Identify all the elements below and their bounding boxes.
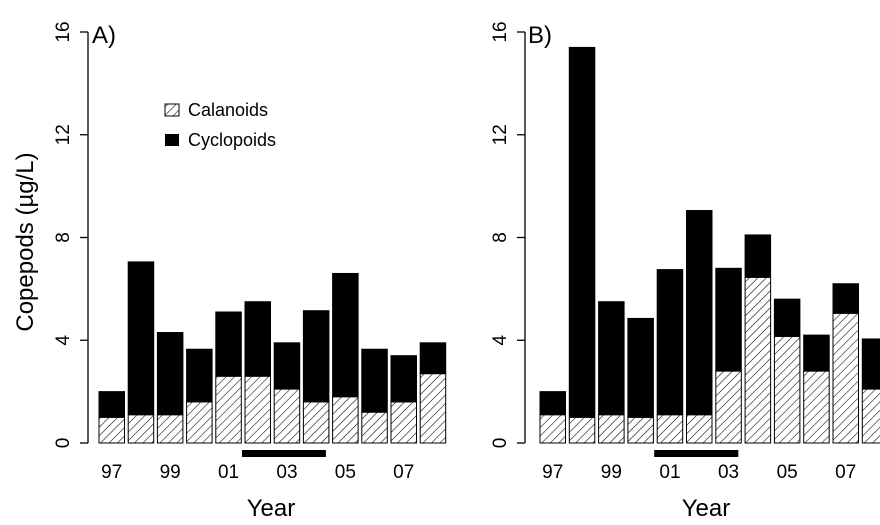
bar-cyclopoids-01: [656, 269, 684, 416]
legend-swatch-calanoids: [164, 103, 180, 117]
bar-cyclopoids-04: [744, 234, 772, 278]
y-tick-label: 4: [53, 335, 74, 346]
period-bar: [654, 450, 739, 457]
bar-calanoids-99: [598, 414, 625, 444]
bar-calanoids-00: [186, 401, 213, 444]
bar-calanoids-00: [627, 416, 654, 444]
bar-calanoids-01: [215, 375, 242, 444]
x-tick-label: 05: [335, 462, 356, 483]
bar-calanoids-08: [419, 373, 447, 444]
y-axis-ticks: 0 4 8 12 16: [490, 21, 525, 448]
bar-calanoids-98: [127, 414, 155, 444]
bar-cyclopoids-04: [302, 310, 330, 403]
x-tick-label: 07: [835, 462, 856, 483]
x-axis-title: Year: [682, 495, 731, 520]
bar-cyclopoids-05: [773, 298, 801, 337]
bar-cyclopoids-99: [598, 301, 625, 416]
bar-calanoids-03: [273, 388, 301, 444]
y-tick-label: 0: [53, 438, 74, 449]
bar-cyclopoids-08: [861, 338, 880, 390]
bar-cyclopoids-06: [361, 348, 388, 413]
bar-calanoids-07: [390, 401, 417, 444]
bar-cyclopoids-99: [156, 332, 184, 416]
y-tick-label: 12: [53, 124, 74, 145]
legend-swatch-cyclopoids: [165, 134, 179, 146]
x-tick-label: 01: [218, 462, 239, 483]
y-tick-label: 8: [490, 232, 511, 243]
bar-cyclopoids-03: [715, 267, 742, 372]
bar-calanoids-08: [861, 388, 880, 444]
bar-calanoids-99: [156, 414, 184, 444]
x-tick-label: 97: [101, 462, 122, 483]
x-tick-label: 05: [777, 462, 798, 483]
bar-cyclopoids-97: [539, 391, 566, 416]
x-tick-label: 07: [393, 462, 414, 483]
bar-cyclopoids-00: [186, 348, 213, 403]
y-axis-title: Copepods (µg/L): [12, 152, 39, 331]
bar-cyclopoids-97: [98, 391, 125, 418]
bar-cyclopoids-07: [390, 355, 417, 403]
bar-calanoids-01: [656, 414, 684, 444]
bar-cyclopoids-03: [273, 342, 301, 390]
bar-cyclopoids-98: [127, 261, 155, 416]
x-axis-title: Year: [247, 495, 296, 520]
bars: [539, 46, 880, 444]
x-tick-label: 97: [542, 462, 563, 483]
bar-calanoids-06: [361, 411, 388, 444]
bar-calanoids-97: [539, 414, 566, 444]
panel-label: A): [92, 22, 116, 49]
bar-calanoids-07: [832, 312, 859, 444]
bar-cyclopoids-98: [568, 46, 596, 418]
x-tick-label: 99: [601, 462, 622, 483]
bar-cyclopoids-05: [332, 272, 359, 398]
y-tick-label: 16: [53, 21, 74, 42]
y-tick-label: 0: [490, 438, 511, 449]
legend-label-cyclopoids: Cyclopoids: [188, 130, 276, 150]
bar-cyclopoids-07: [832, 283, 859, 314]
bar-cyclopoids-02: [244, 301, 271, 377]
x-tick-label: 99: [160, 462, 181, 483]
bar-calanoids-02: [244, 375, 271, 444]
bar-cyclopoids-06: [803, 334, 830, 372]
bar-cyclopoids-08: [419, 342, 447, 375]
bars: [98, 261, 447, 444]
bar-calanoids-04: [744, 276, 772, 444]
bar-cyclopoids-02: [686, 210, 713, 416]
x-tick-label: 01: [659, 462, 680, 483]
x-axis-ticks: 97 99 01 03 05 07: [101, 462, 414, 483]
legend: Calanoids Cyclopoids: [164, 100, 276, 150]
panel-b: 0 4 8 12 16 97 99 01 03 05 07 B) Year: [490, 21, 880, 522]
bar-calanoids-98: [568, 416, 596, 444]
y-tick-label: 4: [490, 335, 511, 346]
bar-calanoids-02: [686, 414, 713, 444]
bar-calanoids-04: [302, 401, 330, 444]
bar-calanoids-05: [332, 396, 359, 444]
y-tick-label: 8: [53, 232, 74, 243]
bar-calanoids-97: [98, 416, 125, 444]
x-tick-label: 03: [276, 462, 297, 483]
bar-cyclopoids-01: [215, 311, 242, 377]
bar-calanoids-03: [715, 370, 742, 444]
y-tick-label: 12: [490, 124, 511, 145]
x-axis-ticks: 97 99 01 03 05 07: [542, 462, 856, 483]
bar-calanoids-05: [773, 335, 801, 444]
panel-a: 0 4 8 12 16 97 99 01 03 05 07 A) Year Copepods (µ…: [12, 21, 447, 522]
legend-label-calanoids: Calanoids: [188, 100, 268, 120]
bar-calanoids-06: [803, 370, 830, 444]
x-tick-label: 03: [718, 462, 739, 483]
panel-label: B): [528, 22, 552, 49]
y-tick-label: 16: [490, 21, 511, 42]
bar-cyclopoids-00: [627, 317, 654, 418]
period-bar: [242, 450, 326, 457]
y-axis-ticks: 0 4 8 12 16: [53, 21, 88, 448]
